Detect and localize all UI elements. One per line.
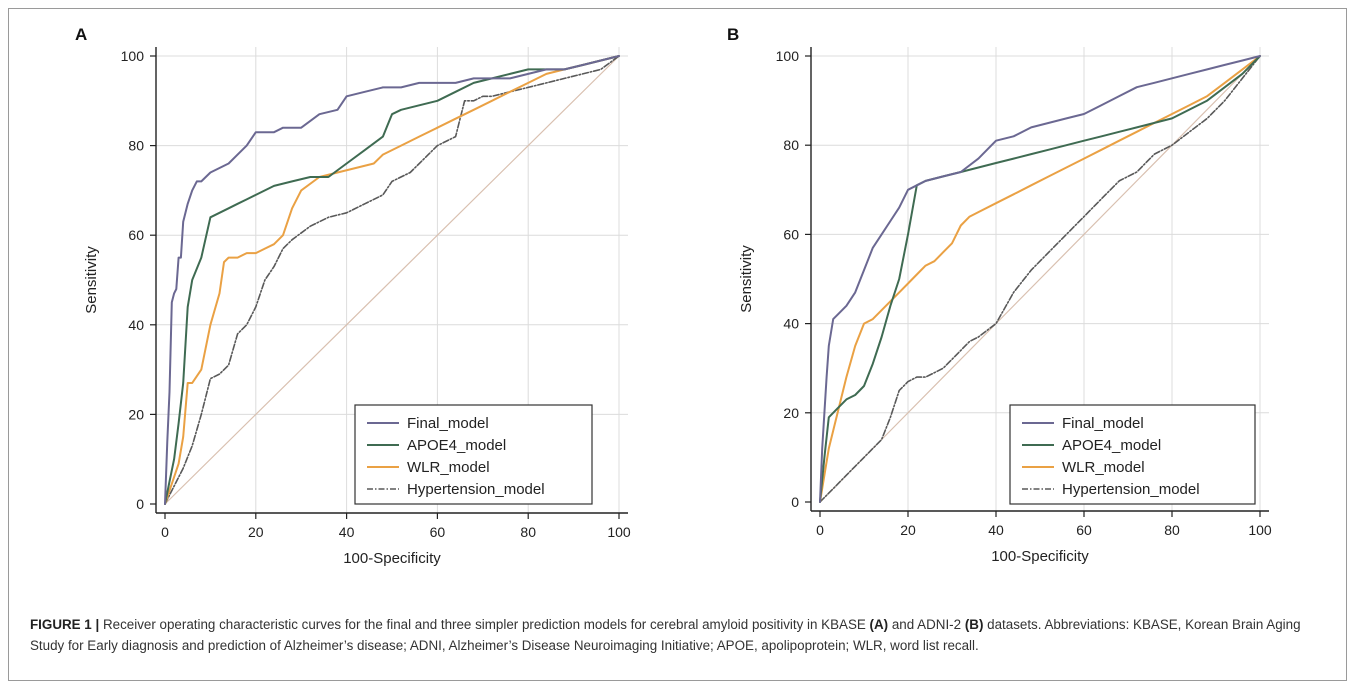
y-tick-label: 0 xyxy=(136,496,144,512)
legend-box xyxy=(1009,404,1256,505)
y-tick-label: 60 xyxy=(128,227,144,243)
x-tick-label: 60 xyxy=(1076,522,1092,538)
panel-letter-a: A xyxy=(75,25,87,44)
y-tick-label: 40 xyxy=(128,317,144,333)
caption-text-2: and ADNI-2 xyxy=(888,617,965,632)
legend-label-wlr: WLR_model xyxy=(1062,459,1145,476)
legend: Final_model APOE4_model WLR_model Hypertens… xyxy=(354,404,593,505)
series-line-reference xyxy=(164,55,620,505)
legend-label-wlr: WLR_model xyxy=(407,459,490,476)
legend-label-apoe4: APOE4_model xyxy=(407,437,506,454)
x-tick-label: 0 xyxy=(816,522,824,538)
x-tick-label: 100 xyxy=(1248,522,1272,538)
x-tick-label: 40 xyxy=(339,524,355,540)
caption-panel-b-ref: (B) xyxy=(964,617,984,632)
y-tick-label: 60 xyxy=(783,226,799,242)
legend: Final_model APOE4_model WLR_model Hypertens… xyxy=(1009,404,1256,505)
y-tick-label: 80 xyxy=(128,138,144,154)
series-line-apoe4 xyxy=(819,55,1261,503)
figure-caption: FIGURE 1 | Receiver operating characteri… xyxy=(30,614,1330,656)
caption-text-1: Receiver operating characteristic curves… xyxy=(99,617,870,632)
y-tick-label: 80 xyxy=(783,137,799,153)
y-tick-label: 20 xyxy=(128,406,144,422)
y-axis-title: Sensitivity xyxy=(738,245,755,313)
series-line-final xyxy=(819,55,1261,503)
caption-panel-a-ref: (A) xyxy=(869,617,889,632)
roc-charts: A 0 20 40 60 80 100 0 20 40 60 80 100 100-Specificity… xyxy=(75,25,1272,567)
chart-panel-b: B 0 20 40 60 80 100 0 20 40 60 80 100 100-Specificity… xyxy=(727,25,1272,565)
x-tick-label: 20 xyxy=(248,524,264,540)
legend-label-hypertension: Hypertension_model xyxy=(1062,481,1200,498)
x-tick-label: 80 xyxy=(1164,522,1180,538)
series-line-hypertension xyxy=(819,55,1261,503)
legend-label-apoe4: APOE4_model xyxy=(1062,437,1161,454)
legend-box xyxy=(354,404,593,505)
y-tick-label: 0 xyxy=(791,494,799,510)
x-tick-label: 80 xyxy=(520,524,536,540)
caption-lead: FIGURE 1 | xyxy=(30,617,100,632)
series-line-final xyxy=(164,55,620,505)
x-tick-label: 0 xyxy=(161,524,169,540)
x-axis-title: 100-Specificity xyxy=(343,550,441,567)
y-tick-label: 20 xyxy=(783,405,799,421)
series-line-reference xyxy=(819,55,1261,503)
chart-panel-a: A 0 20 40 60 80 100 0 20 40 60 80 100 100-Specificity… xyxy=(75,25,631,567)
x-axis-title: 100-Specificity xyxy=(991,548,1089,565)
x-tick-label: 100 xyxy=(607,524,631,540)
x-tick-label: 60 xyxy=(430,524,446,540)
y-tick-label: 100 xyxy=(121,48,145,64)
panel-letter-b: B xyxy=(727,25,739,44)
legend-label-final: Final_model xyxy=(1062,415,1144,432)
x-tick-label: 20 xyxy=(900,522,916,538)
caption-text-3: datasets. Abbreviations: KBASE, Korean B… xyxy=(30,617,1301,653)
y-tick-label: 40 xyxy=(783,316,799,332)
series-line-wlr xyxy=(164,55,620,505)
legend-label-final: Final_model xyxy=(407,415,489,432)
legend-label-hypertension: Hypertension_model xyxy=(407,481,545,498)
y-axis-title: Sensitivity xyxy=(83,246,100,314)
y-tick-label: 100 xyxy=(776,48,800,64)
figure-frame xyxy=(8,8,1347,681)
series-line-apoe4 xyxy=(164,55,620,505)
x-tick-label: 40 xyxy=(988,522,1004,538)
